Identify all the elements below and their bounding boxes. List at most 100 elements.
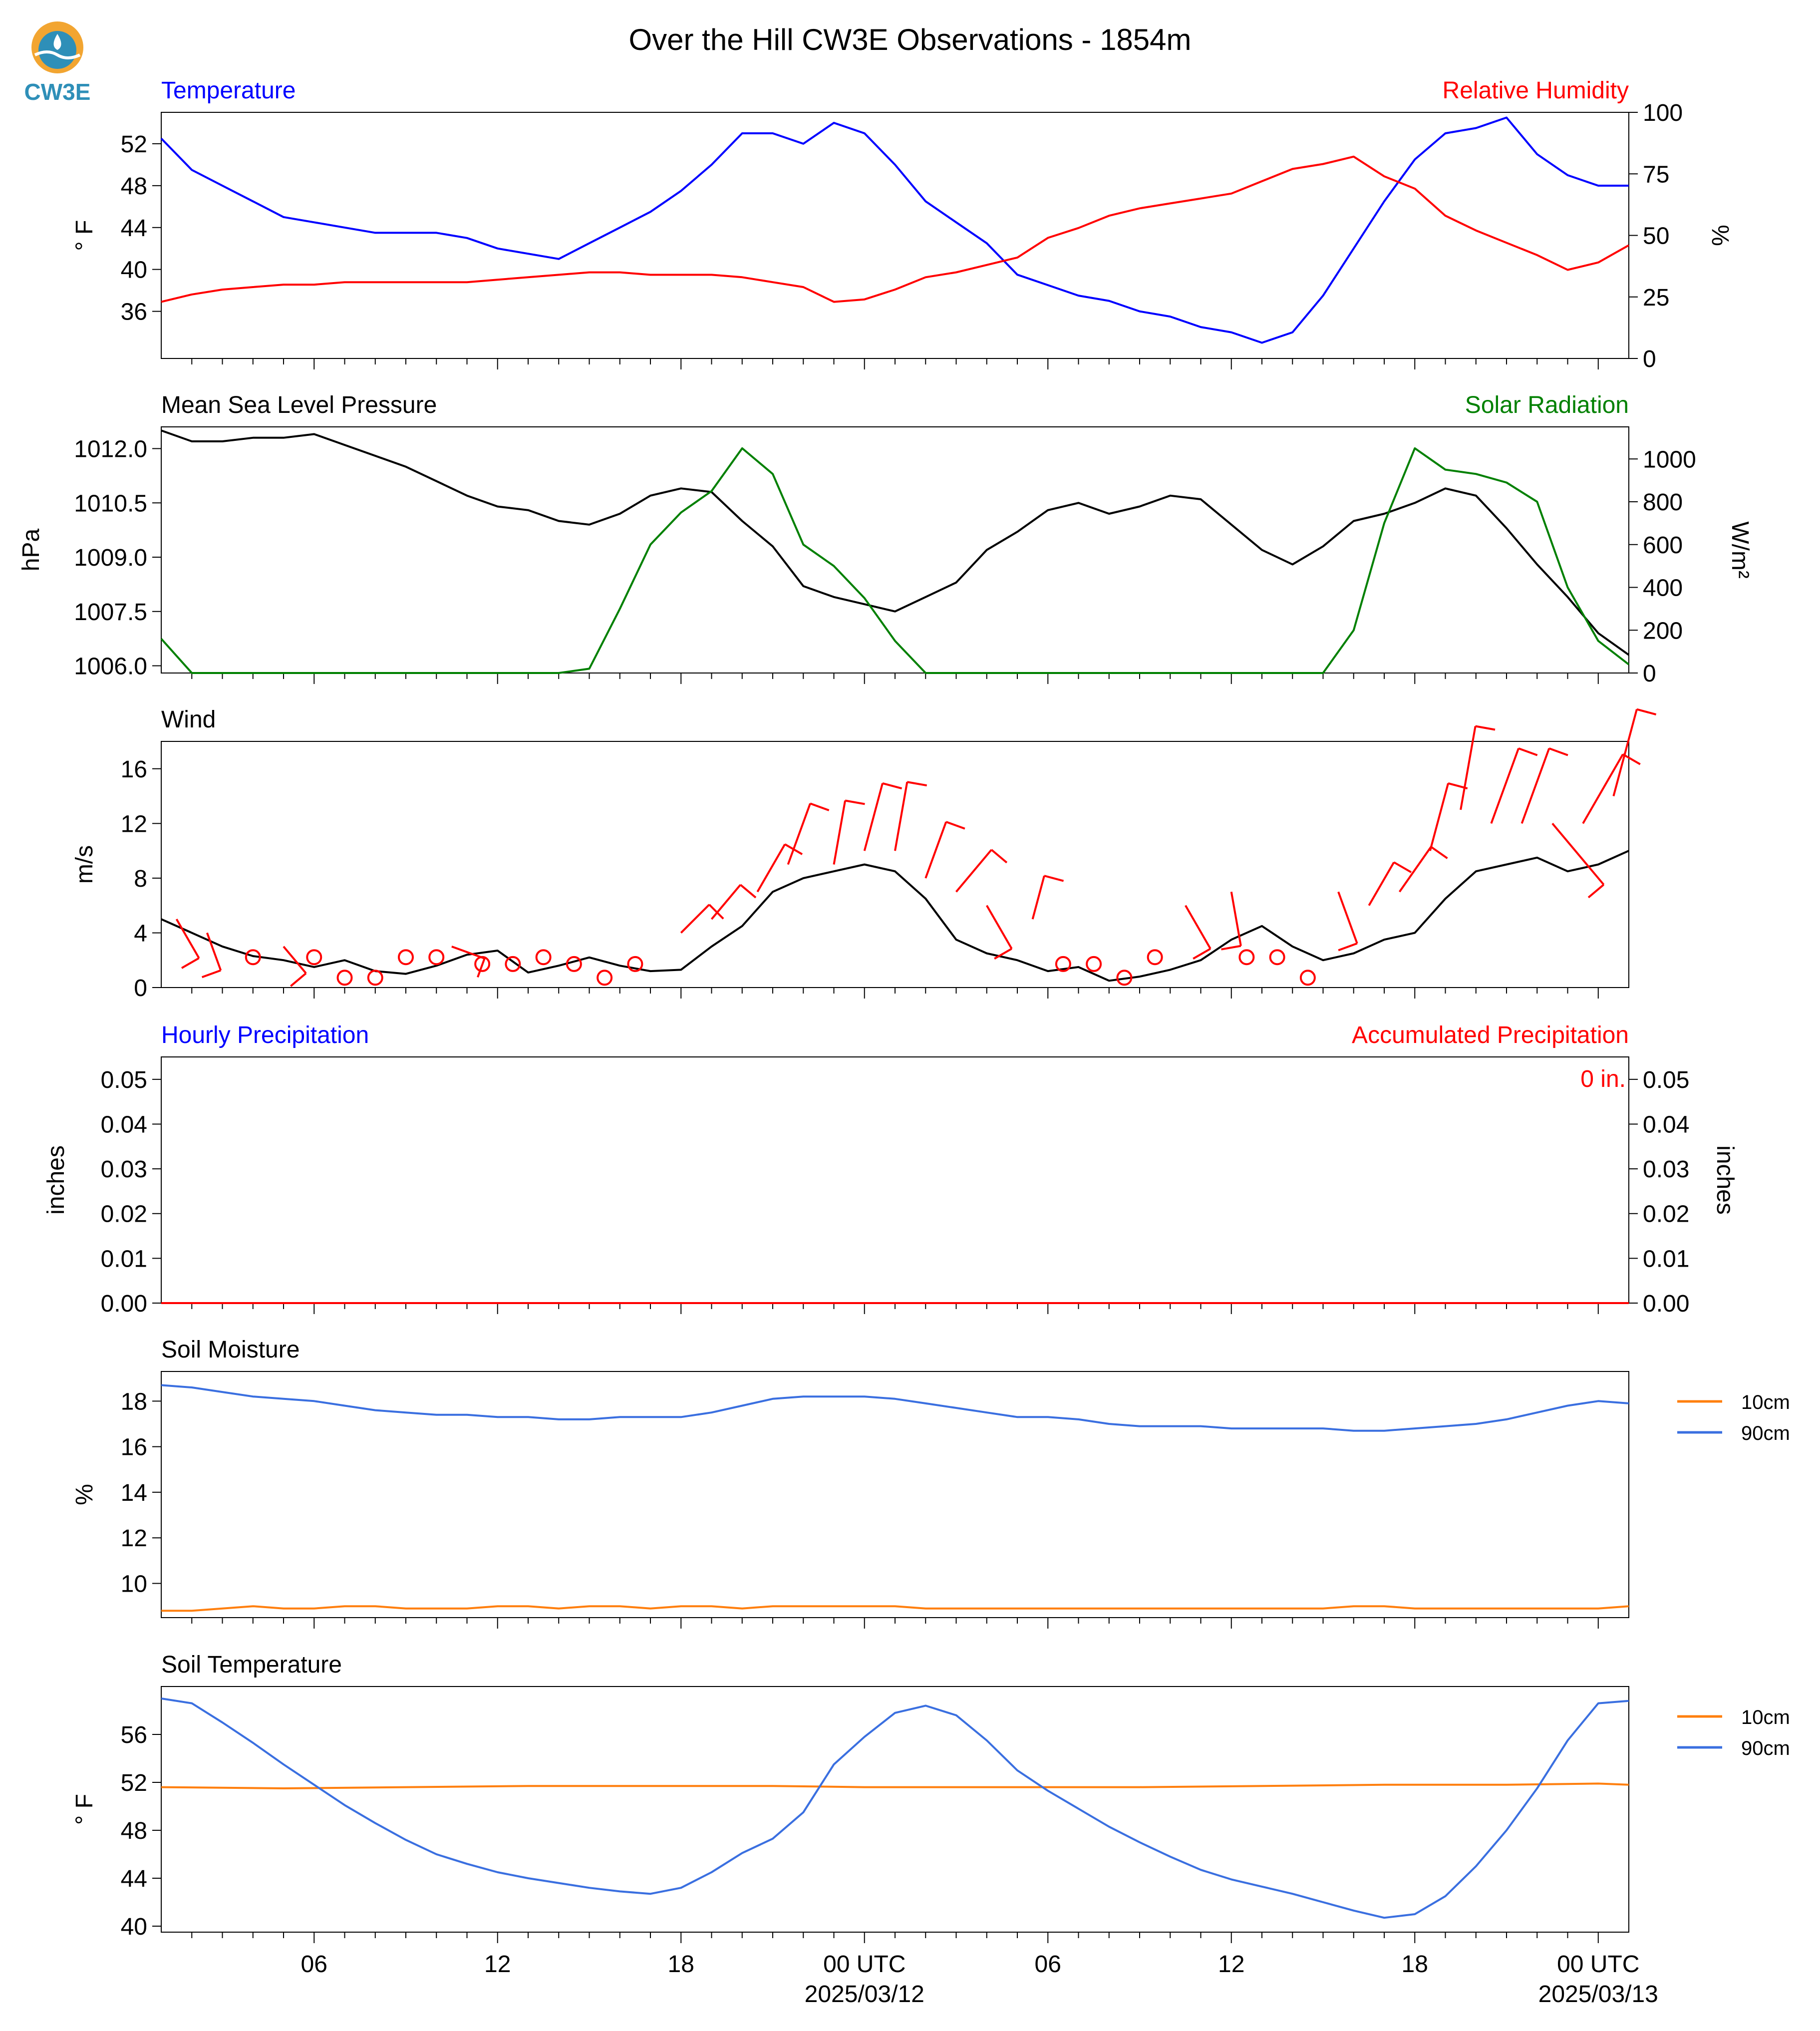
- y-tick-label-right: 0.04: [1643, 1111, 1689, 1138]
- x-tick-label: 06: [301, 1951, 327, 1978]
- panel-title-left: Hourly Precipitation: [161, 1022, 369, 1048]
- y-tick-label: 1006.0: [74, 654, 147, 680]
- wind-barb: [1337, 891, 1358, 944]
- series-line: [161, 429, 1630, 656]
- series-line: [161, 1697, 1629, 1919]
- wind-barb-flag: [882, 782, 903, 790]
- y-tick-label-right: 0.01: [1643, 1246, 1689, 1272]
- y-tick-label: 1007.5: [74, 599, 147, 626]
- wind-barb-flag: [477, 958, 486, 978]
- wind-barb: [756, 844, 786, 893]
- wind-barb: [1368, 862, 1395, 906]
- y-tick-label: 0: [134, 975, 147, 1002]
- series-line: [161, 1782, 1629, 1789]
- wind-barb-calm: [367, 970, 383, 986]
- wind-barb-flag: [201, 969, 221, 979]
- wind-barb-calm: [566, 956, 582, 972]
- cw3e-logo: CW3E: [24, 21, 90, 105]
- x-tick-label: 06: [1035, 1951, 1061, 1978]
- panel-frame: [161, 112, 1629, 359]
- panel-frame: [161, 741, 1629, 988]
- panel-frame: [161, 1371, 1629, 1618]
- y-tick-label: 10: [121, 1571, 147, 1598]
- wind-barb-flag: [708, 904, 724, 920]
- wind-barb-calm: [336, 970, 353, 986]
- wind-barb: [1490, 748, 1519, 824]
- wind-barb: [680, 904, 710, 934]
- wind-barb-flag: [740, 884, 757, 899]
- y-tick-label: 4: [134, 920, 147, 947]
- wind-barb: [175, 919, 200, 959]
- wind-barb-flag: [1338, 942, 1358, 952]
- panel-title-right: Accumulated Precipitation: [1352, 1022, 1629, 1048]
- wind-barb-calm: [428, 949, 445, 966]
- y-tick-label: 1009.0: [74, 545, 147, 571]
- series-line: [161, 850, 1629, 982]
- panel-title-left: Wind: [161, 706, 216, 733]
- wind-barb-flag: [1193, 948, 1211, 960]
- panel-title-left: Temperature: [161, 77, 296, 104]
- y-tick-label: 44: [121, 1866, 147, 1892]
- y-tick-label-right: 0.00: [1643, 1291, 1689, 1317]
- y-axis-label: ° F: [71, 1794, 98, 1825]
- y-tick-label: 40: [121, 257, 147, 284]
- wind-barb: [206, 932, 222, 971]
- x-tick-label: 12: [484, 1951, 511, 1978]
- wind-barb-flag: [1221, 945, 1241, 951]
- y-tick-label: 0.05: [101, 1067, 147, 1093]
- y-tick-label-right: 0.03: [1643, 1156, 1689, 1183]
- wind-barb-flag: [845, 799, 865, 805]
- y-tick-label: 44: [121, 215, 147, 242]
- wind-barb-calm: [535, 949, 552, 966]
- wind-barb: [787, 803, 811, 865]
- panel-temperature: Temperature Relative Humidity 36 40 44 48 52 ° …: [71, 77, 1733, 372]
- y-tick-label: 0.03: [101, 1156, 147, 1183]
- wind-barb-calm: [1086, 956, 1102, 972]
- y-tick-label: 12: [121, 811, 147, 837]
- wind-barb-calm: [627, 956, 643, 972]
- wind-barb: [283, 946, 307, 974]
- wind-barb: [894, 781, 909, 851]
- series-line: [161, 155, 1629, 303]
- x-tick-label: 00 UTC: [823, 1951, 906, 1978]
- y-tick-label: 0.02: [101, 1201, 147, 1228]
- wind-barb: [863, 783, 884, 851]
- y-tick-label: 0.01: [101, 1246, 147, 1272]
- wind-barb: [1520, 748, 1550, 824]
- y-tick-label: 1010.5: [74, 490, 147, 517]
- wind-barb: [924, 821, 947, 879]
- y-tick-label: 48: [121, 173, 147, 200]
- y-tick-label: 36: [121, 299, 147, 326]
- wind-barb-flag: [1587, 884, 1605, 899]
- y-axis-label-right: inches: [1712, 1145, 1738, 1215]
- x-tick-label: 18: [1402, 1951, 1428, 1978]
- y-tick-label: 8: [134, 866, 147, 892]
- y-tick-label: 18: [121, 1388, 147, 1415]
- wind-barb-flag: [1622, 753, 1641, 765]
- wind-barb: [1031, 875, 1045, 920]
- x-tick-label: 00 UTC: [1557, 1951, 1639, 1978]
- y-tick-label-right: 25: [1643, 285, 1669, 311]
- y-axis-label-right: W/m²: [1727, 521, 1753, 579]
- y-tick-label: 12: [121, 1525, 147, 1552]
- panel-precipitation: Hourly Precipitation Accumulated Precipit…: [43, 1022, 1738, 1317]
- wind-barb-calm: [1055, 956, 1071, 972]
- panel-title-left: Soil Moisture: [161, 1337, 300, 1363]
- y-tick-label: 56: [121, 1722, 147, 1748]
- y-tick-label-right: 75: [1643, 161, 1669, 188]
- y-axis-label-right: %: [1707, 225, 1733, 246]
- y-tick-label: 48: [121, 1818, 147, 1844]
- wind-barb: [1551, 823, 1605, 886]
- y-tick-label-right: 100: [1643, 100, 1683, 126]
- legend-label: 10cm: [1741, 1391, 1790, 1413]
- wind-barb: [1230, 891, 1242, 946]
- x-tick-label: 18: [668, 1951, 694, 1978]
- series-line: [160, 447, 1630, 674]
- wind-barb: [1398, 846, 1432, 893]
- legend-label: 90cm: [1741, 1737, 1790, 1759]
- logo-drop-icon: [53, 34, 61, 50]
- wind-barb-flag: [1518, 747, 1538, 756]
- wind-barb: [1612, 709, 1638, 797]
- wind-barb-calm: [245, 949, 261, 966]
